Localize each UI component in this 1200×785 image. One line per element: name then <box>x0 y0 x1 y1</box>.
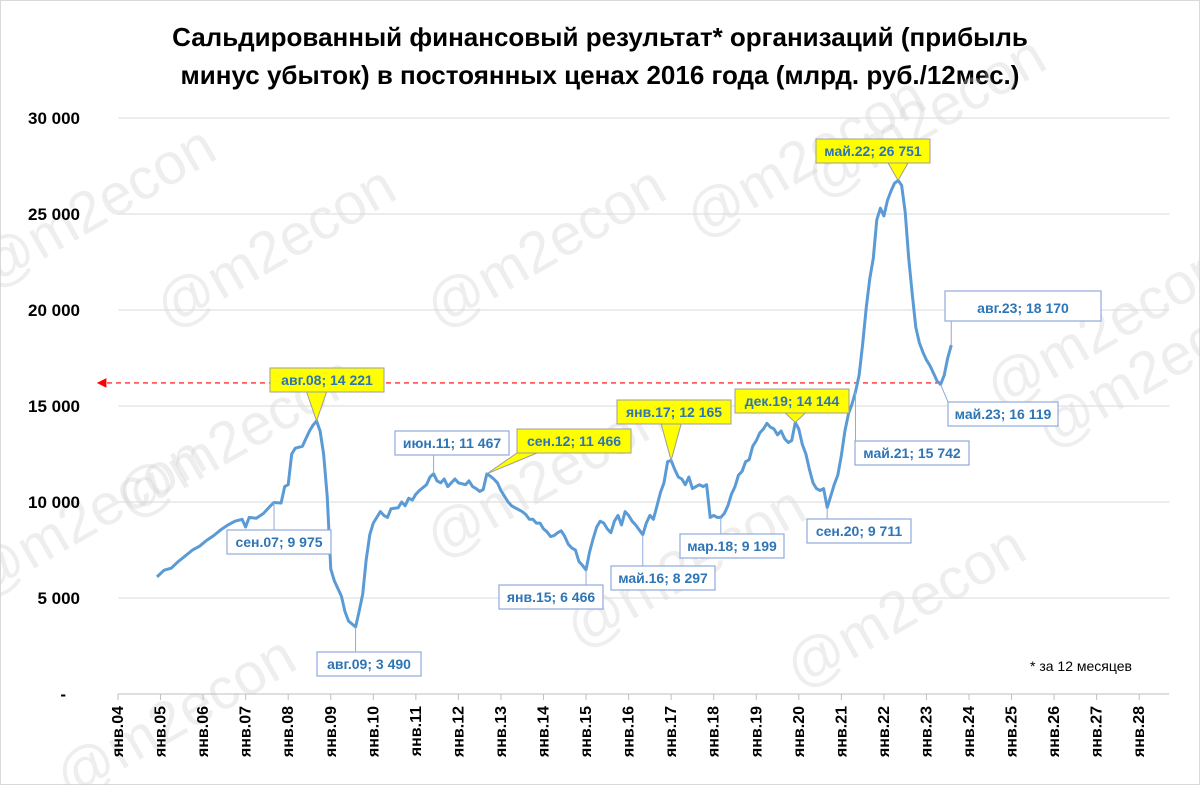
data-label-text: май.21; 15 742 <box>863 445 961 461</box>
callout-box <box>516 428 632 454</box>
x-tick-label: янв.18 <box>706 706 723 758</box>
x-tick-label: янв.28 <box>1131 706 1148 758</box>
x-tick-label: янв.08 <box>280 706 297 758</box>
y-tick-label: 5 000 <box>37 589 80 608</box>
x-tick-label: янв.07 <box>238 706 255 758</box>
data-label-text: май.23; 16 119 <box>955 406 1052 422</box>
data-label-text: авг.08; 14 221 <box>281 372 373 388</box>
data-label-text: май.22; 26 751 <box>824 143 922 159</box>
series-line <box>155 178 953 629</box>
callout-box <box>616 399 732 425</box>
data-label: мар.18; 9 199 <box>679 517 785 559</box>
x-tick-label: янв.15 <box>578 706 595 758</box>
watermark-text: @m2econ <box>414 152 676 341</box>
data-label: авг.09; 3 490 <box>316 626 422 677</box>
callout-pointer <box>784 412 807 424</box>
label-box <box>610 565 716 591</box>
x-tick-label: янв.11 <box>408 706 425 757</box>
data-label-text: янв.15; 6 466 <box>507 589 595 605</box>
chart-title: Сальдированный финансовый результат* орг… <box>0 18 1200 94</box>
x-tick-label: янв.22 <box>876 706 893 758</box>
x-tick-label: янв.24 <box>961 706 978 758</box>
data-label: май.23; 16 119 <box>940 384 1059 427</box>
callout-box <box>734 388 850 414</box>
footnote: * за 12 месяцев <box>1030 658 1132 674</box>
chart-title-line-2: минус убыток) в постоянных ценах 2016 го… <box>180 60 1020 90</box>
data-label-text: сен.12; 11 466 <box>527 433 621 449</box>
x-tick-label: янв.16 <box>621 706 638 758</box>
data-label: авг.08; 14 221 <box>269 367 385 423</box>
data-label: май.21; 15 742 <box>854 391 970 466</box>
x-tick-label: янв.12 <box>450 706 467 758</box>
data-label: июн.11; 11 467 <box>394 430 510 474</box>
x-tick-label: янв.19 <box>748 706 765 758</box>
leader-line <box>940 384 949 403</box>
label-box <box>498 584 604 610</box>
data-label: сен.12; 11 466 <box>486 428 632 475</box>
data-label: дек.19; 14 144 <box>734 388 850 424</box>
x-tick-label: янв.20 <box>791 706 808 758</box>
label-box <box>316 651 422 677</box>
label-box <box>854 440 970 466</box>
label-box <box>947 401 1059 427</box>
data-label-text: авг.23; 18 170 <box>977 300 1069 316</box>
data-label-text: сен.20; 9 711 <box>816 523 903 539</box>
data-label: сен.20; 9 711 <box>806 507 912 544</box>
x-tick-label: янв.05 <box>153 706 170 758</box>
data-label: авг.23; 18 170 <box>944 290 1102 346</box>
callout-box <box>269 367 385 393</box>
x-tick-label: янв.04 <box>110 706 127 758</box>
axes: - 5 000 10 000 15 000 20 000 25 000 30 000 янв.… <box>28 109 1170 758</box>
label-box <box>944 290 1102 322</box>
y-tick-label: - <box>60 685 66 704</box>
label-box <box>394 430 510 456</box>
data-label-text: дек.19; 14 144 <box>745 393 840 409</box>
label-box <box>679 533 785 559</box>
data-label-text: мар.18; 9 199 <box>687 538 777 554</box>
data-label-text: сен.07; 9 975 <box>235 534 322 550</box>
data-label-text: янв.17; 12 165 <box>626 404 722 420</box>
watermark-text: @m2econ <box>44 622 306 785</box>
data-label: янв.17; 12 165 <box>616 399 732 463</box>
x-tick-label: янв.26 <box>1046 706 1063 758</box>
y-tick-label: 15 000 <box>28 397 80 416</box>
label-box <box>806 518 912 544</box>
y-tick-label: 10 000 <box>28 493 80 512</box>
data-label-text: май.16; 8 297 <box>618 570 708 586</box>
series-layer <box>155 178 953 629</box>
x-tick-label: янв.13 <box>493 706 510 758</box>
x-tick-label: янв.25 <box>1004 706 1021 758</box>
x-tick-label: янв.17 <box>663 706 680 758</box>
label-box <box>226 529 332 555</box>
x-tick-label: янв.14 <box>536 706 553 758</box>
y-tick-label: 25 000 <box>28 205 80 224</box>
data-label: сен.07; 9 975 <box>226 502 332 555</box>
callout-box <box>815 138 931 164</box>
data-label: янв.15; 6 466 <box>498 569 604 610</box>
x-tick-label: янв.06 <box>195 706 212 758</box>
x-tick-label: янв.23 <box>918 706 935 758</box>
y-tick-label: 20 000 <box>28 301 80 320</box>
chart-title-line-1: Сальдированный финансовый результат* орг… <box>172 22 1028 52</box>
x-tick-label: янв.10 <box>365 706 382 758</box>
annotation-layer: сен.07; 9 975 авг.08; 14 221 авг.09; 3 490… <box>226 138 1102 677</box>
y-tick-label: 30 000 <box>28 109 80 128</box>
x-tick-label: янв.21 <box>833 706 850 758</box>
x-tick-label: янв.09 <box>323 706 340 758</box>
data-label: май.16; 8 297 <box>610 534 716 591</box>
data-label-text: июн.11; 11 467 <box>403 435 502 451</box>
data-label-text: авг.09; 3 490 <box>327 656 411 672</box>
data-label: май.22; 26 751 <box>815 138 931 182</box>
x-tick-label: янв.27 <box>1089 706 1106 758</box>
